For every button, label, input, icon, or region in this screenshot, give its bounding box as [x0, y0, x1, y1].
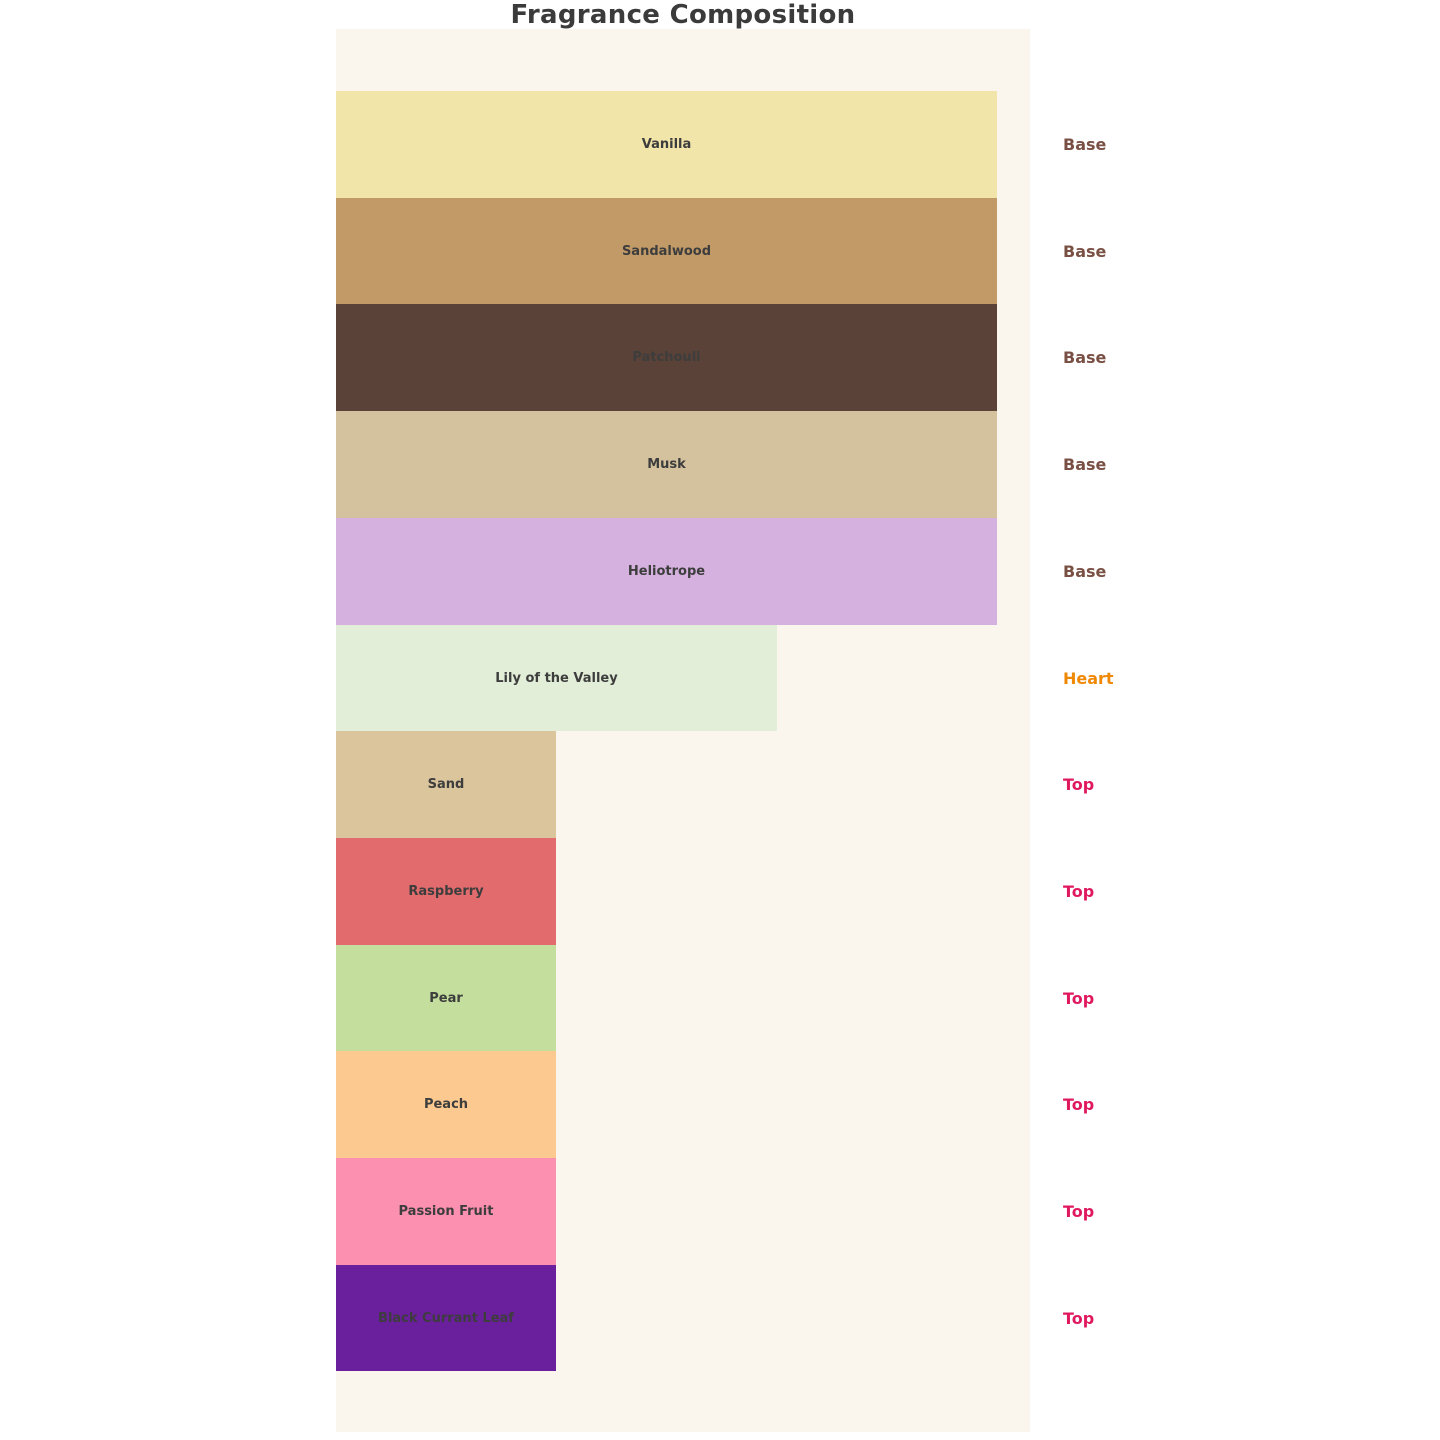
note-row: Heliotrope Base	[0, 518, 1440, 625]
note-category-label: Base	[1063, 455, 1107, 474]
note-category-label: Top	[1063, 1308, 1095, 1328]
note-row: Lily of the Valley Heart	[0, 625, 1440, 731]
note-label: Patchouli	[632, 350, 701, 365]
note-row: Sandalwood Base	[0, 198, 1440, 304]
note-label: Pear	[429, 990, 463, 1006]
note-bar: Peach	[336, 1051, 556, 1158]
chart-title: Fragrance Composition	[510, 0, 856, 30]
note-category-label: Top	[1063, 1095, 1095, 1114]
note-category-label: Top	[1063, 988, 1095, 1008]
note-category-label: Top	[1063, 1202, 1095, 1221]
note-bar: Sand	[336, 731, 556, 838]
note-bar: Black Currant Leaf	[336, 1265, 556, 1371]
note-label: Peach	[423, 1097, 469, 1112]
note-label: Musk	[647, 457, 686, 472]
note-label: Sandalwood	[621, 243, 712, 259]
note-bar: Musk	[336, 411, 997, 518]
note-category-label: Base	[1063, 562, 1107, 581]
note-row: Passion Fruit Top	[0, 1158, 1440, 1265]
note-bar: Lily of the Valley	[336, 625, 777, 731]
note-row: Patchouli Base	[0, 304, 1440, 411]
note-row: Sand Top	[0, 731, 1440, 838]
note-category-label: Heart	[1063, 668, 1114, 688]
note-label: Black Currant Leaf	[378, 1310, 514, 1326]
note-row: Raspberry Top	[0, 838, 1440, 945]
note-label: Passion Fruit	[398, 1204, 494, 1219]
note-bar: Sandalwood	[336, 198, 997, 304]
note-category-label: Base	[1063, 241, 1107, 261]
note-category-label: Base	[1063, 348, 1107, 367]
note-row: Vanilla Base	[0, 91, 1440, 198]
note-label: Lily of the Valley	[495, 670, 618, 686]
note-category-label: Top	[1063, 775, 1095, 794]
note-bar: Patchouli	[336, 304, 997, 411]
note-row: Black Currant Leaf Top	[0, 1265, 1440, 1371]
note-bar: Heliotrope	[336, 518, 997, 625]
note-category-label: Top	[1063, 882, 1095, 901]
note-row: Pear Top	[0, 945, 1440, 1051]
note-label: Sand	[427, 777, 465, 792]
note-bar: Pear	[336, 945, 556, 1051]
note-row: Peach Top	[0, 1051, 1440, 1158]
note-label: Heliotrope	[627, 564, 706, 579]
note-bar: Raspberry	[336, 838, 556, 945]
note-label: Vanilla	[641, 137, 692, 152]
note-category-label: Base	[1063, 135, 1107, 154]
note-row: Musk Base	[0, 411, 1440, 518]
note-bar: Vanilla	[336, 91, 997, 198]
note-bar: Passion Fruit	[336, 1158, 556, 1265]
note-label: Raspberry	[408, 884, 484, 899]
